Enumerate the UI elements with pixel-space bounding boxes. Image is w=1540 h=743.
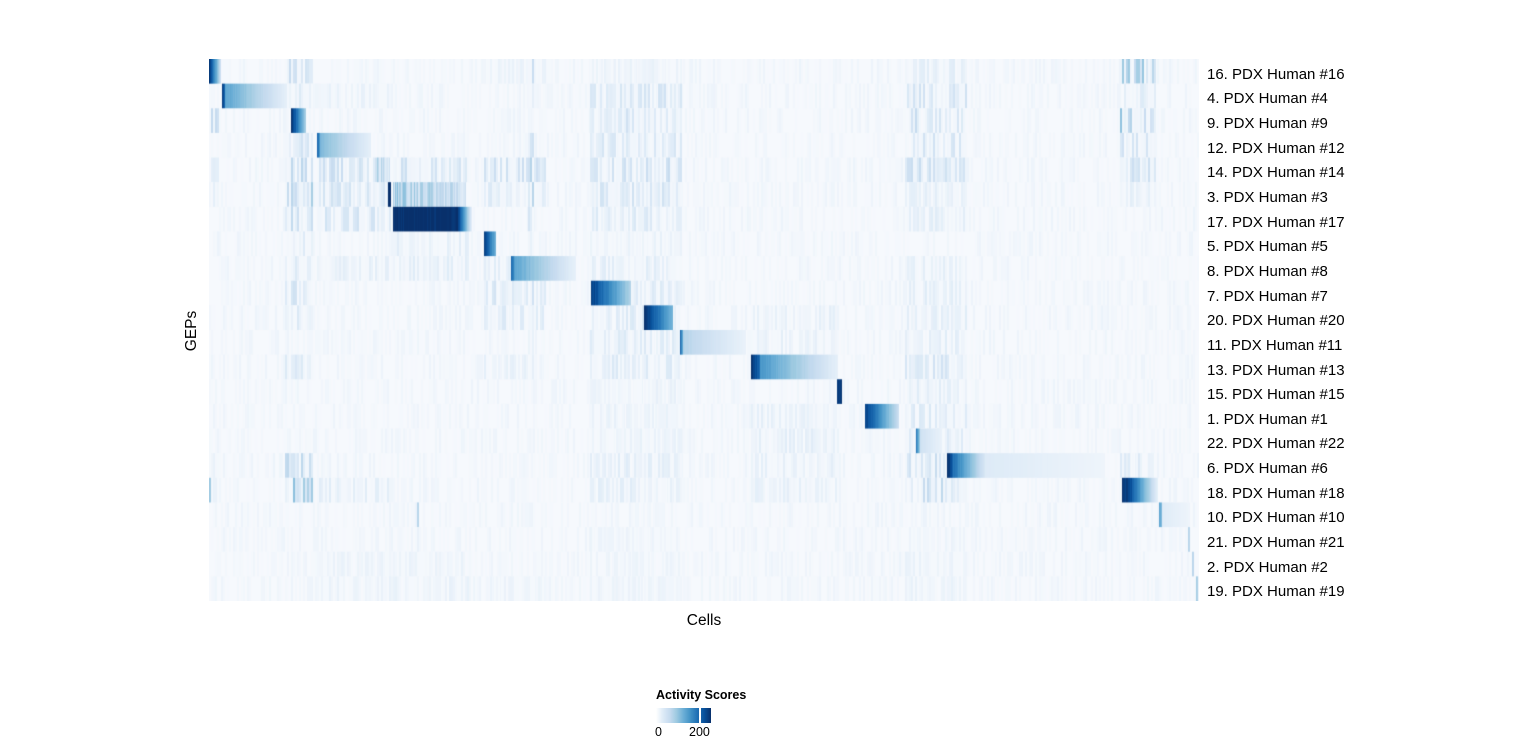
row-label: 5. PDX Human #5 <box>1207 238 1328 256</box>
row-labels: 16. PDX Human #16 4. PDX Human #4 9. PDX H… <box>1207 62 1407 604</box>
legend-tick-200: 200 <box>689 725 710 739</box>
row-label: 18. PDX Human #18 <box>1207 484 1345 502</box>
row-label: 4. PDX Human #4 <box>1207 90 1328 108</box>
row-label: 2. PDX Human #2 <box>1207 558 1328 576</box>
legend-tick-mark <box>699 708 701 723</box>
row-label: 10. PDX Human #10 <box>1207 509 1345 527</box>
legend-tick-labels: 0 200 <box>655 725 776 739</box>
row-label: 6. PDX Human #6 <box>1207 460 1328 478</box>
row-label: 1. PDX Human #1 <box>1207 410 1328 428</box>
row-label: 15. PDX Human #15 <box>1207 386 1345 404</box>
row-label: 11. PDX Human #11 <box>1207 336 1343 354</box>
row-label: 19. PDX Human #19 <box>1207 583 1345 601</box>
y-axis-label: GEPs <box>183 310 200 352</box>
legend-gradient-bar <box>656 708 711 723</box>
row-label: 13. PDX Human #13 <box>1207 361 1345 379</box>
legend: Activity Scores 0 200 <box>655 688 816 739</box>
row-label: 17. PDX Human #17 <box>1207 213 1345 231</box>
row-label: 22. PDX Human #22 <box>1207 435 1345 453</box>
legend-title: Activity Scores <box>656 688 747 702</box>
row-label: 9. PDX Human #9 <box>1207 115 1328 133</box>
row-label: 14. PDX Human #14 <box>1207 164 1345 182</box>
row-label: 3. PDX Human #3 <box>1207 189 1328 207</box>
heatmap-canvas <box>209 59 1199 601</box>
x-axis-label: Cells <box>686 612 722 629</box>
legend-tick-0: 0 <box>655 725 662 739</box>
row-label: 21. PDX Human #21 <box>1207 533 1345 551</box>
row-label: 12. PDX Human #12 <box>1207 139 1345 157</box>
row-label: 20. PDX Human #20 <box>1207 312 1345 330</box>
row-label: 8. PDX Human #8 <box>1207 262 1328 280</box>
row-label: 16. PDX Human #16 <box>1207 65 1345 83</box>
row-label: 7. PDX Human #7 <box>1207 287 1328 305</box>
